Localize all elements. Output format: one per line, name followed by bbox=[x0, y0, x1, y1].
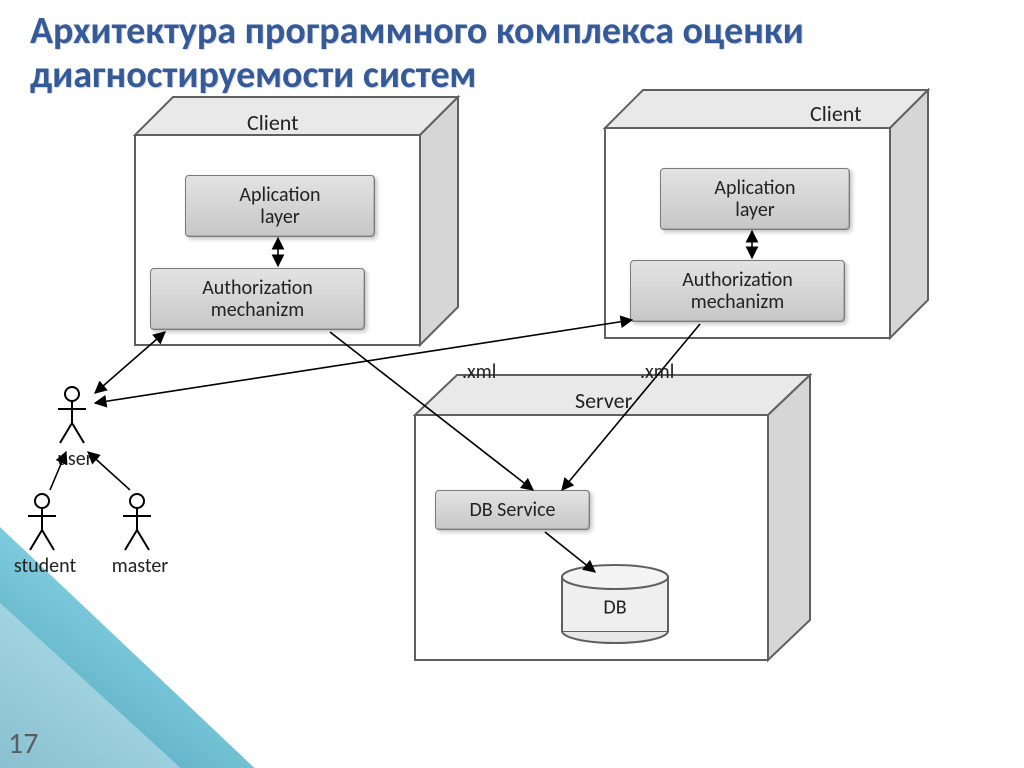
box-client-left-label: Client bbox=[247, 109, 299, 136]
db-cylinder: DB bbox=[560, 575, 670, 640]
comp-db-service: DB Service bbox=[435, 490, 590, 530]
comp-client-left-app: Aplicationlayer bbox=[185, 175, 375, 237]
comp-label: Authorizationmechanizm bbox=[202, 277, 313, 321]
comp-label: DB Service bbox=[469, 499, 555, 521]
box-server-label: Server bbox=[575, 387, 632, 414]
db-label: DB bbox=[560, 595, 670, 619]
comp-client-right-auth: Authorizationmechanizm bbox=[630, 260, 845, 322]
comp-label: Aplicationlayer bbox=[714, 177, 795, 221]
edge-label-xml-left: .xml bbox=[462, 360, 496, 384]
comp-client-right-app: Aplicationlayer bbox=[660, 168, 850, 230]
comp-client-left-auth: Authorizationmechanizm bbox=[150, 268, 365, 330]
comp-label: Authorizationmechanizm bbox=[682, 269, 793, 313]
box-client-right-label: Client bbox=[810, 100, 862, 127]
actor-master: master bbox=[120, 492, 160, 552]
edge-label-xml-right: .xml bbox=[640, 360, 674, 384]
actor-student-label: student bbox=[14, 554, 76, 578]
actor-student: student bbox=[25, 492, 65, 552]
slide-root: { "title": "Архитектура программного ком… bbox=[0, 0, 1024, 768]
slide-title: Архитектура программного комплекса оценк… bbox=[30, 10, 990, 97]
comp-label: Aplicationlayer bbox=[239, 184, 320, 228]
actor-user: user bbox=[55, 385, 95, 445]
actor-user-label: user bbox=[57, 447, 92, 471]
actor-master-label: master bbox=[112, 554, 169, 578]
page-number: 17 bbox=[8, 725, 38, 762]
